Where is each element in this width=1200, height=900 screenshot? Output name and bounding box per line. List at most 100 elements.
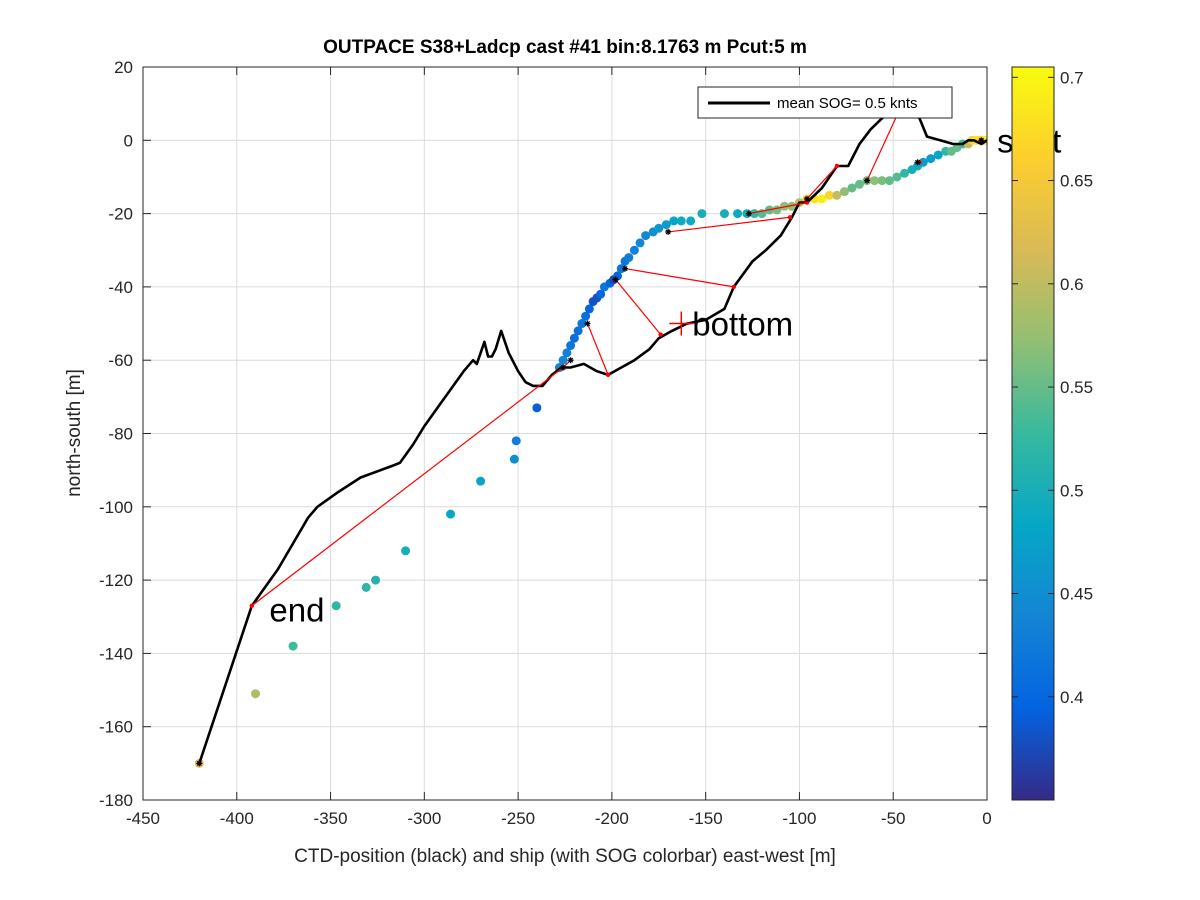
ctd-sample-marker [787, 215, 793, 220]
y-tick-label: -120 [99, 571, 133, 590]
ship-sog-point [401, 546, 411, 556]
ship-sog-point [584, 304, 594, 314]
ship-sog-point [641, 231, 651, 241]
ship-sog-point [509, 454, 519, 464]
ship-sample-marker [196, 760, 203, 767]
ship-sog-point [569, 333, 579, 343]
ship-sog-point [899, 168, 909, 178]
ship-sog-point [884, 176, 894, 186]
colorbar-tick-label: 0.7 [1060, 68, 1084, 87]
y-axis-label: north-south [m] [64, 369, 85, 497]
ship-sample-marker [665, 228, 672, 235]
ship-sample-marker [978, 137, 985, 144]
ship-sog-point [832, 190, 842, 200]
ship-sample-marker [622, 265, 629, 272]
plot-area: -450 -400 -350 -300 -250 -200 -150 -100 -50 0 20 0 -… [99, 58, 1061, 828]
x-tick-label: -200 [595, 809, 629, 828]
ship-ctd-connector [251, 367, 564, 607]
plot-frame [142, 66, 988, 801]
colorbar-tick-label: 0.6 [1060, 275, 1084, 294]
ship-sample-marker [560, 364, 567, 371]
axis-labels: CTD-position (black) and ship (with SOG … [64, 369, 836, 867]
x-tick-label: -50 [881, 809, 906, 828]
ship-sample-marker [863, 177, 870, 184]
y-tick-label: 0 [124, 131, 133, 150]
ship-ctd-connector [748, 202, 808, 215]
ship-sog-point [476, 476, 486, 486]
ship-ctd-connector [668, 216, 791, 233]
colorbar-gradient [1011, 66, 1055, 801]
ship-sog-point [926, 154, 936, 164]
ship-sog-point [654, 223, 664, 233]
x-tick-label: 0 [982, 809, 991, 828]
ship-sog-point [288, 641, 298, 651]
annotation-end: end [269, 591, 324, 628]
ship-sog-point [251, 689, 261, 699]
y-tick-label: -140 [99, 644, 133, 663]
chart-title: OUTPACE S38+Ladcp cast #41 bin:8.1763 m … [323, 37, 807, 58]
ship-sog-point [824, 190, 834, 200]
colorbar-tick-label: 0.45 [1060, 585, 1093, 604]
ship-sog-point [661, 220, 671, 230]
ship-sog-point [566, 341, 576, 351]
ship-sog-point [749, 209, 759, 219]
ship-sog-point [562, 348, 572, 358]
ship-ctd-connector [615, 279, 662, 335]
y-tick-label: -160 [99, 718, 133, 737]
y-tick-label: 20 [114, 58, 133, 77]
ship-sample-marker [745, 210, 752, 217]
colorbar-tick-label: 0.5 [1060, 481, 1084, 500]
ship-ctd-connector [586, 323, 609, 376]
ship-ctd-connector [624, 267, 734, 288]
legend: mean SOG= 0.5 knts [697, 86, 953, 119]
ship-sog-point [361, 582, 371, 592]
ticks: -450 -400 -350 -300 -250 -200 -150 -100 -50 0 20 0 -… [99, 58, 992, 828]
ship-sog-point [596, 289, 606, 299]
ship-sog-point [635, 238, 645, 248]
ship-sog-point [854, 179, 864, 189]
ship-sample-marker [914, 159, 921, 166]
ship-sog-point [577, 319, 587, 329]
ship-sog-point [446, 509, 456, 519]
x-axis-label: CTD-position (black) and ship (with SOG … [294, 846, 836, 867]
ship-sog-point [933, 150, 943, 160]
ctd-sample-marker [249, 603, 254, 608]
annotation-bottom: bottom [692, 306, 793, 343]
ship-sog-point [629, 245, 639, 255]
ship-sog-point [719, 209, 729, 219]
x-tick-label: -400 [220, 809, 254, 828]
y-tick-label: -60 [108, 351, 133, 370]
y-tick-label: -180 [99, 791, 133, 810]
ship-sog-point [817, 194, 827, 204]
y-tick-label: -20 [108, 205, 133, 224]
ship-sog-point [733, 209, 743, 219]
ship-sample-marker [803, 195, 810, 202]
colorbar-ticks: 0.4 0.45 0.5 0.55 0.6 0.65 0.7 [1012, 68, 1093, 707]
x-tick-label: -300 [407, 809, 441, 828]
ship-sog-point [573, 326, 583, 336]
ship-sog-point [686, 216, 696, 226]
ship-sog-point [581, 311, 591, 321]
ctd-sample-marker [605, 372, 611, 378]
ship-sog-point [877, 176, 887, 186]
ship-sog-point [847, 183, 857, 193]
x-tick-label: -350 [314, 809, 348, 828]
y-tick-label: -80 [108, 425, 133, 444]
ship-sog-point [697, 209, 707, 219]
ship-sog-point [558, 355, 568, 365]
colorbar: 0.4 0.45 0.5 0.55 0.6 0.65 0.7 [1011, 66, 1093, 801]
ship-sog-point [839, 187, 849, 197]
bottom-marker [669, 311, 694, 336]
ship-sample-marker [612, 276, 619, 283]
colorbar-tick-label: 0.65 [1060, 172, 1093, 191]
x-tick-label: -250 [501, 809, 535, 828]
ship-ctd-connector [806, 165, 838, 200]
ship-sog-point [532, 403, 542, 413]
y-tick-label: -100 [99, 498, 133, 517]
ship-ctd-connector [866, 107, 902, 181]
colorbar-tick-label: 0.55 [1060, 378, 1093, 397]
ship-sog-point [331, 601, 341, 611]
ship-sog-point [669, 216, 679, 226]
ship-sog-point [624, 253, 634, 263]
